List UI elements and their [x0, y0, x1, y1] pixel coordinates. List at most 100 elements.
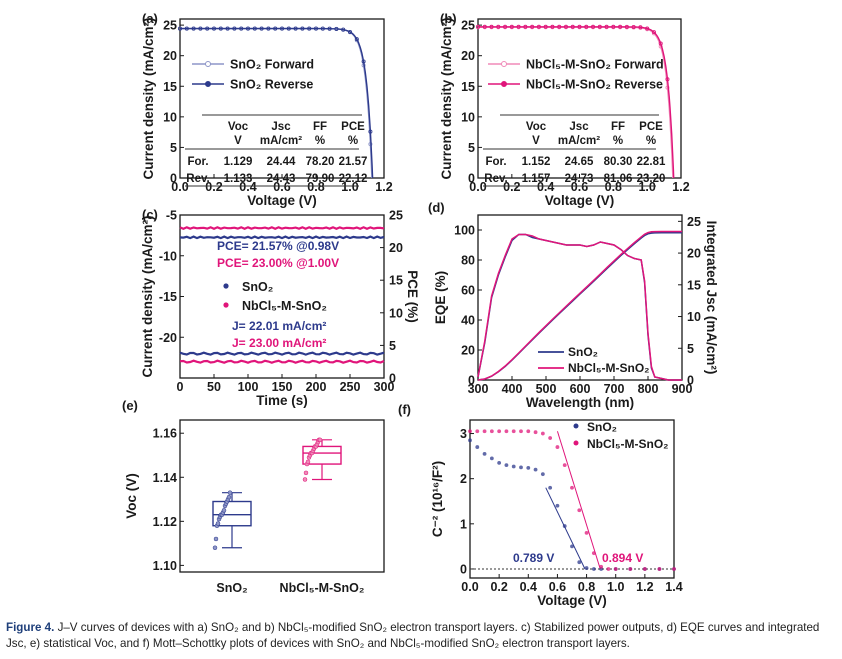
- panel-letter: (a): [142, 11, 158, 26]
- table-unit: V: [532, 135, 540, 147]
- data-point: [489, 456, 494, 461]
- x-tick-label: 1.2: [375, 180, 392, 194]
- data-point: [577, 508, 582, 513]
- y2-tick-label: 15: [687, 278, 701, 292]
- jv-marker: [205, 26, 210, 31]
- data-point: [221, 508, 227, 513]
- table-header: FF: [611, 121, 625, 133]
- y2-tick-label: 10: [687, 310, 701, 324]
- x-axis-label: Voltage (V): [537, 593, 607, 608]
- legend-label: NbCl₅-M-SnO₂: [587, 437, 669, 451]
- jv-marker: [482, 24, 487, 29]
- x-tick-label: 700: [604, 382, 625, 396]
- legend-label: NbCl₅-M-SnO₂ Reverse: [526, 78, 663, 92]
- x-tick-label: 0: [177, 380, 184, 394]
- y-tick-label: 60: [461, 284, 475, 298]
- table-cell: 24.73: [565, 173, 594, 185]
- data-point: [519, 429, 523, 434]
- annotation: 0.789 V: [513, 551, 554, 565]
- plot-frame: [179, 18, 385, 179]
- table-cell: For.: [485, 156, 506, 168]
- table-header: Voc: [526, 121, 547, 133]
- y-tick-label: 15: [461, 80, 475, 94]
- x-tick-label: 0.4: [239, 180, 256, 194]
- y-tick-label: 40: [461, 314, 475, 328]
- jv-marker: [313, 26, 318, 31]
- fit-line: [556, 431, 601, 570]
- y-tick-label: 10: [163, 110, 177, 124]
- panel-letter: (d): [428, 200, 445, 215]
- x-tick-label: 150: [272, 380, 293, 394]
- legend-marker: [501, 61, 507, 67]
- y2-axis-label: PCE (%): [405, 270, 420, 323]
- current-trace: [179, 359, 385, 364]
- caption-text: J–V curves of devices with a) SnO₂ and b…: [6, 621, 820, 650]
- jv-marker: [503, 24, 508, 29]
- y-tick-label: 1.12: [153, 515, 177, 529]
- data-point: [519, 465, 523, 470]
- table-unit: %: [348, 135, 358, 147]
- table-cell: For.: [187, 156, 208, 168]
- jv-marker: [631, 24, 636, 29]
- panel-letter: (b): [440, 11, 457, 26]
- jv-marker: [509, 24, 514, 29]
- data-point: [227, 490, 233, 495]
- x-category-label: SnO₂: [216, 581, 247, 595]
- y-tick-label: -15: [159, 290, 177, 304]
- legend-label: SnO₂: [242, 280, 273, 294]
- data-point: [489, 429, 494, 434]
- jv-marker: [307, 26, 312, 31]
- table-header: PCE: [639, 121, 663, 133]
- table-cell: 24.43: [267, 173, 296, 185]
- jv-curve: [478, 26, 675, 179]
- y-tick-label: 5: [170, 141, 177, 155]
- legend-marker: [205, 81, 211, 87]
- data-point: [613, 567, 618, 571]
- jv-marker: [320, 26, 325, 31]
- jv-marker: [618, 24, 623, 29]
- y-tick-label: 15: [163, 80, 177, 94]
- table-cell: 1.157: [522, 173, 551, 185]
- table-unit: mA/cm²: [260, 135, 302, 147]
- annotation: PCE= 21.57% @0.98V: [217, 239, 339, 253]
- legend-marker: [223, 283, 229, 289]
- data-point: [570, 544, 574, 549]
- jv-marker: [604, 24, 609, 29]
- plot-frame: [179, 419, 385, 573]
- y-tick-label: 25: [461, 19, 475, 33]
- jv-marker: [361, 59, 366, 64]
- x-tick-label: 1.0: [341, 180, 358, 194]
- data-point: [540, 431, 545, 436]
- y2-tick-label: 20: [389, 241, 403, 255]
- legend-marker: [501, 81, 507, 87]
- jv-marker: [591, 24, 596, 29]
- x-tick-label: 0.2: [490, 580, 507, 594]
- y-tick-label: 0: [468, 172, 475, 186]
- y-tick-label: 5: [468, 141, 475, 155]
- legend-marker: [573, 423, 579, 429]
- jv-marker: [354, 37, 359, 42]
- x-tick-label: 0.8: [578, 580, 595, 594]
- table-cell: 80.30: [604, 156, 633, 168]
- legend-label: NbCl₅-M-SnO₂: [568, 361, 650, 375]
- x-tick-label: 0.6: [571, 180, 588, 194]
- panel-b: 0.0 0.2 0.4 0.6 0.8 1.0 1.2 0 5 10 15 20 25 (b) Voltag…: [439, 11, 690, 208]
- table-cell: 81.06: [604, 173, 633, 185]
- integrated-jsc-curve: [477, 230, 682, 381]
- jv-marker: [245, 26, 250, 31]
- jv-marker: [638, 25, 643, 30]
- table-header: Voc: [228, 121, 249, 133]
- x-tick-label: 1.0: [638, 180, 655, 194]
- y-axis-label: Current density (mA/cm²): [439, 17, 454, 179]
- jv-marker: [279, 26, 284, 31]
- y-tick-label: 80: [461, 254, 475, 268]
- data-point: [628, 567, 633, 571]
- jv-marker: [475, 24, 480, 29]
- box: [302, 445, 342, 465]
- jv-marker: [341, 27, 346, 32]
- figure-4: 0.0 0.2 0.4 0.6 0.8 1.0 1.20510152025(a)Voltag…: [122, 11, 719, 608]
- data-point: [540, 472, 545, 477]
- legend-marker: [205, 61, 211, 67]
- jv-marker: [645, 26, 650, 31]
- data-point: [302, 477, 308, 482]
